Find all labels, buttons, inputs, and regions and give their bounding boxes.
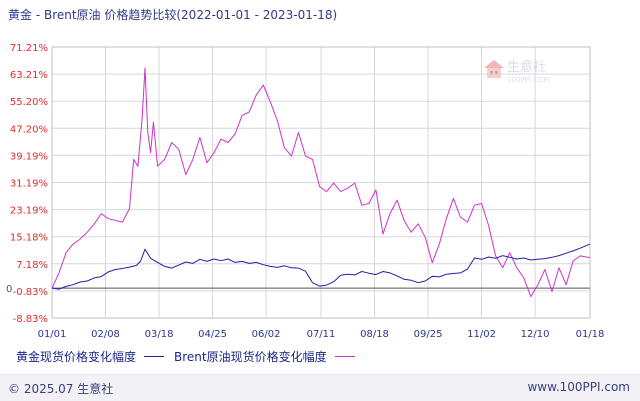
y-tick-label: 15.18% xyxy=(10,233,48,244)
y-tick-label: 31.19% xyxy=(10,179,48,190)
legend-gold-label: 黄金现货价格变化幅度 xyxy=(16,350,137,364)
y-tick-label: 47.20% xyxy=(10,124,48,135)
legend-gold-swatch xyxy=(144,356,165,357)
watermark-subtext: 100PPI.COM xyxy=(507,76,550,84)
y-tick-label: -8.83% xyxy=(13,314,48,325)
x-tick-label: 01/01 xyxy=(38,329,67,340)
x-tick-label: 02/08 xyxy=(91,329,120,340)
y-tick-label: 23.19% xyxy=(10,206,48,217)
x-tick-label: 07/11 xyxy=(307,329,336,340)
y-tick-label: 55.20% xyxy=(10,97,48,108)
x-tick-label: 03/18 xyxy=(145,329,174,340)
chart-plot: 生意社 100PPI.COM 71.21% 63.21% 55.20% 47.20% 3… xyxy=(6,43,605,340)
chart-legend: 黄金现货价格变化幅度 Brent原油现货价格变化幅度 xyxy=(16,348,365,365)
series-gold-line xyxy=(51,243,591,290)
footer-bar: © 2025.07 生意社 www.100PPI.com xyxy=(0,374,640,401)
series-brent-line xyxy=(51,67,591,298)
x-tick-label: 04/25 xyxy=(198,329,227,340)
footer-copyright: © 2025.07 生意社 xyxy=(8,382,114,396)
house-logo-icon xyxy=(484,60,504,78)
plot-border xyxy=(51,46,591,319)
x-tick-label: 06/02 xyxy=(252,329,281,340)
watermark-logo: 生意社 100PPI.COM xyxy=(484,59,550,84)
x-tick-label: 12/10 xyxy=(521,329,550,340)
zero-label: 0 xyxy=(6,284,12,295)
legend-brent-label: Brent原油现货价格变化幅度 xyxy=(174,350,327,364)
y-tick-label: 71.21% xyxy=(10,43,48,54)
x-tick-label: 09/25 xyxy=(414,329,443,340)
y-tick-label: 7.18% xyxy=(16,260,48,271)
footer-website-link[interactable]: www.100PPI.com xyxy=(527,380,630,394)
watermark-text: 生意社 xyxy=(507,59,546,75)
chart-title: 黄金 - Brent原油 价格趋势比较(2022-01-01 - 2023-01… xyxy=(8,8,338,22)
x-tick-label: 01/18 xyxy=(576,329,605,340)
x-tick-label: 08/18 xyxy=(360,329,389,340)
y-tick-label: 39.19% xyxy=(10,151,48,162)
y-tick-label: -0.83% xyxy=(13,287,48,298)
y-tick-label: 63.21% xyxy=(10,70,48,81)
x-tick-label: 11/02 xyxy=(467,329,496,340)
legend-brent-swatch xyxy=(334,356,355,357)
